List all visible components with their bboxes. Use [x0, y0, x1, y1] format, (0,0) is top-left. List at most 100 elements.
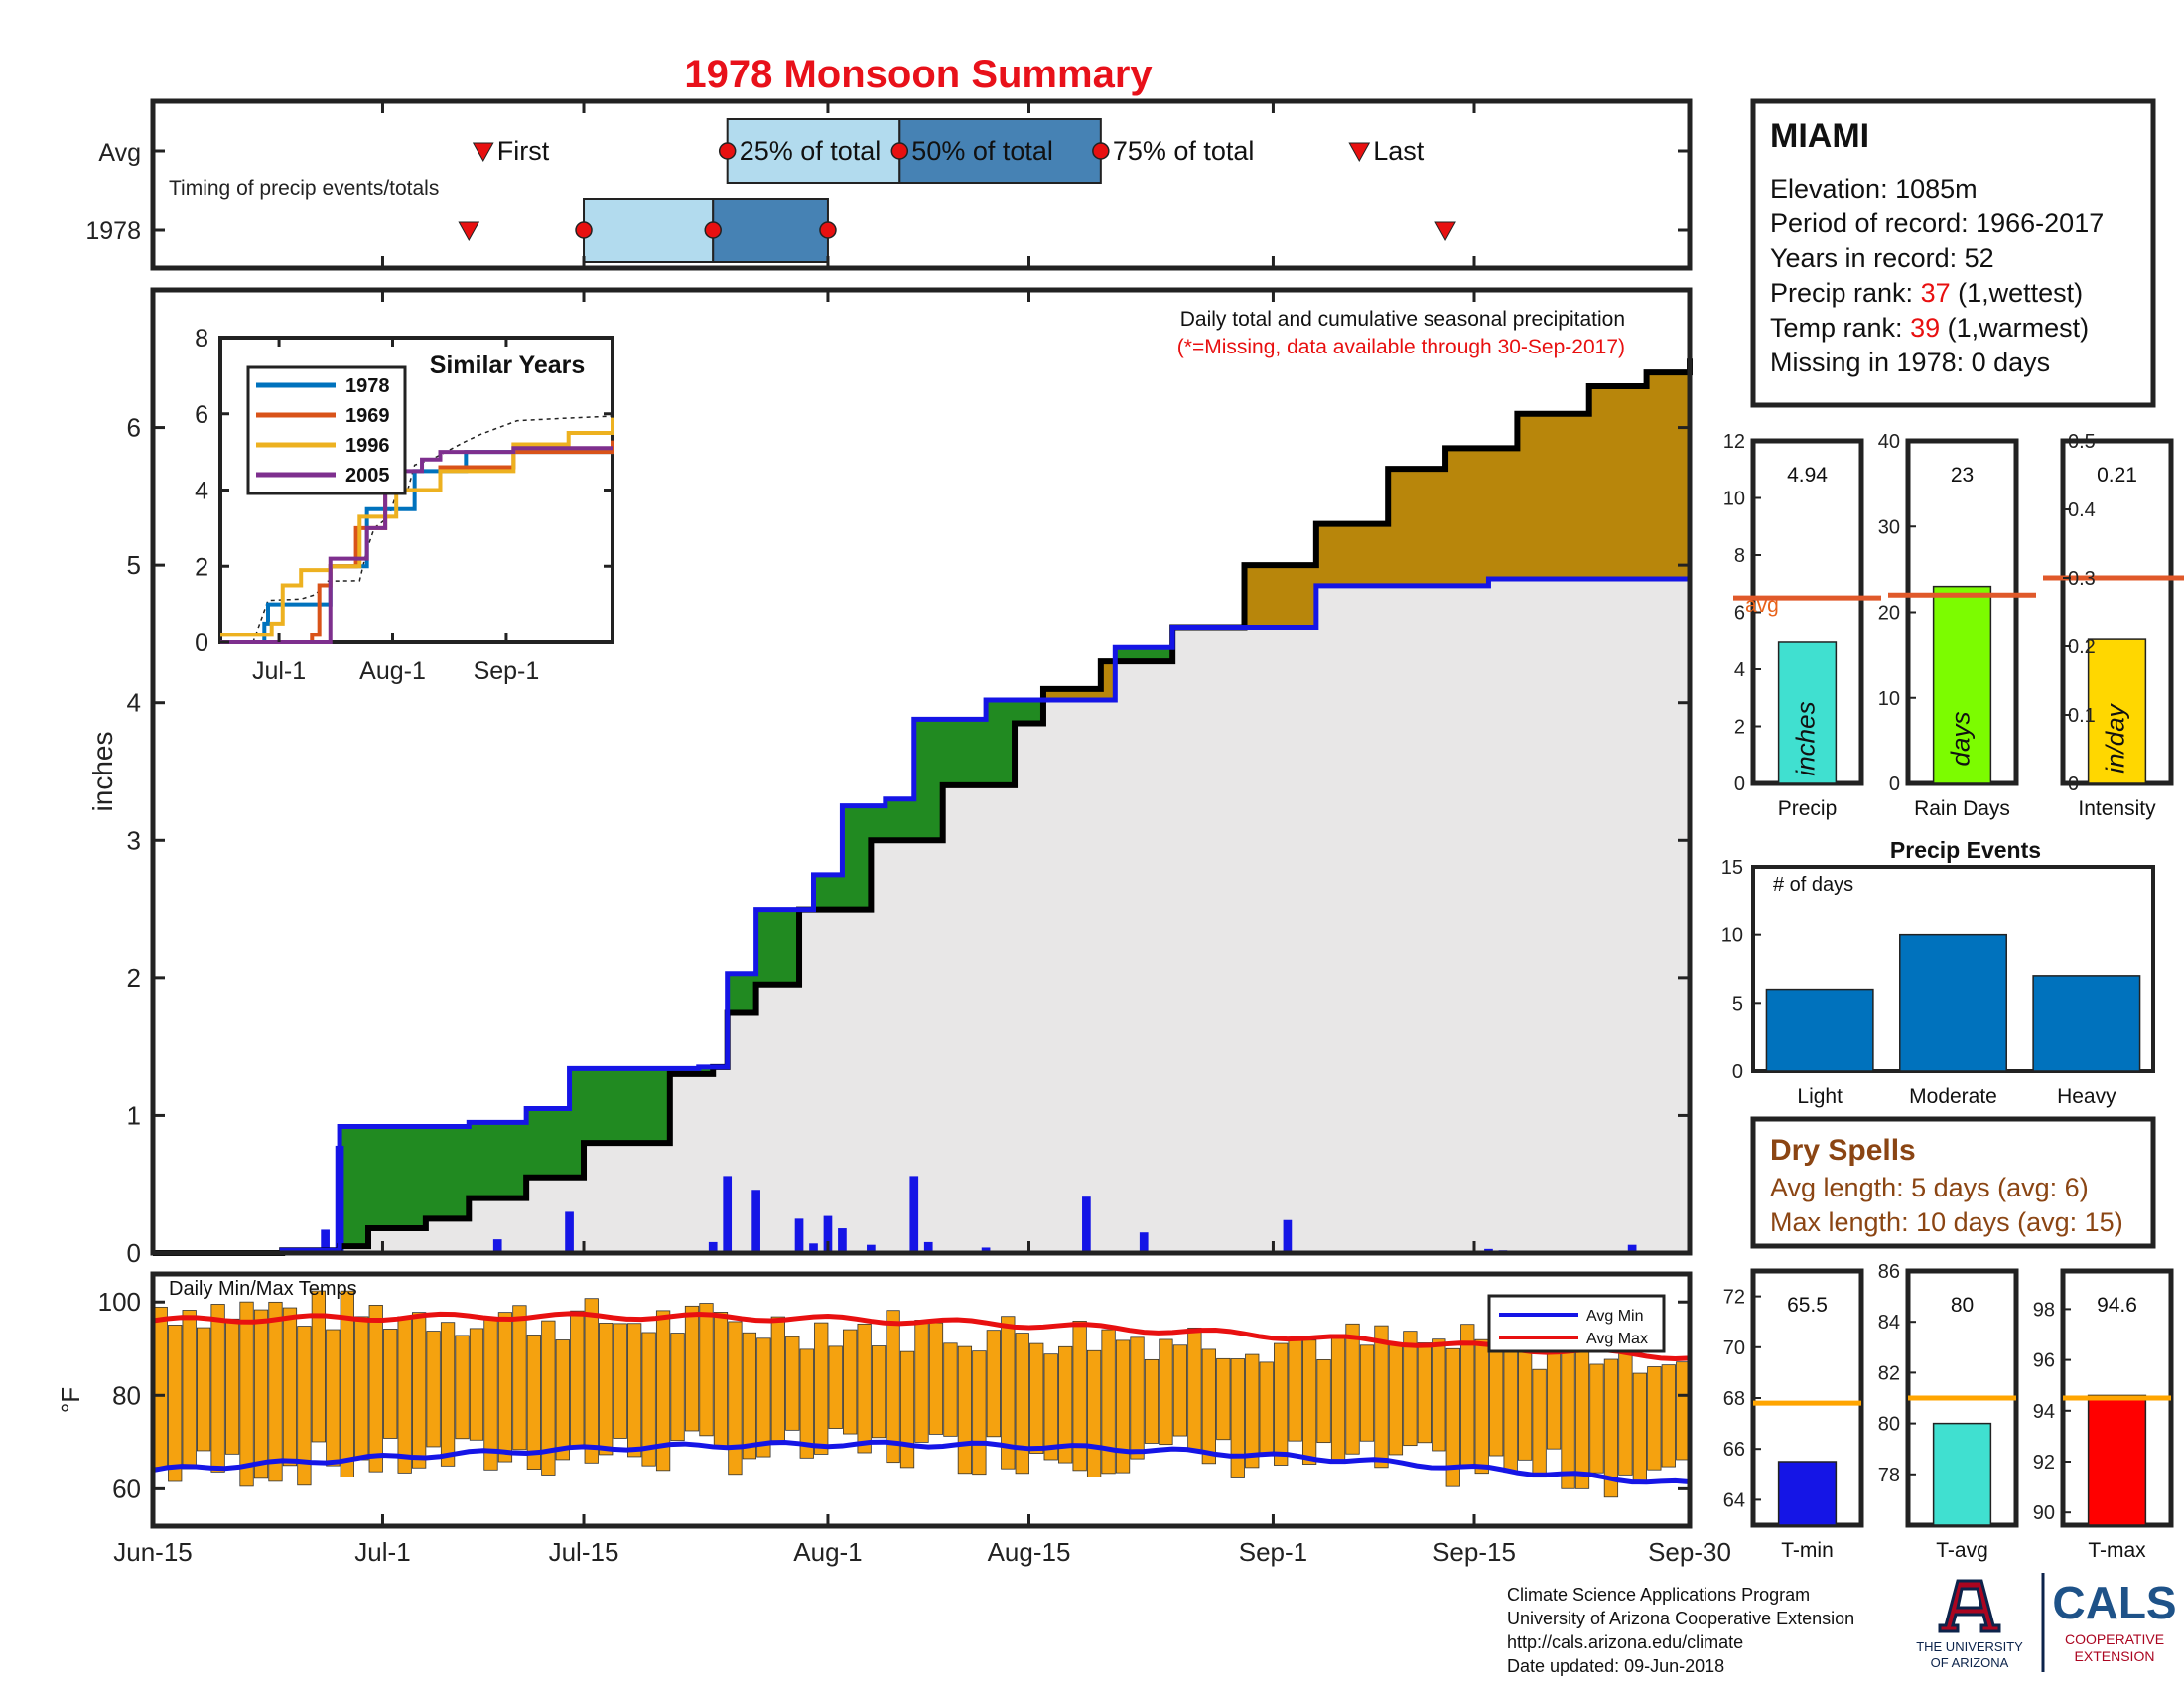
main-ytick-label: 2	[127, 963, 141, 993]
main-ytick-label: 5	[127, 550, 141, 580]
daily-temp-bar	[197, 1327, 211, 1452]
timing-q50-box	[712, 198, 829, 263]
stat-bar-text: inches	[1790, 701, 1820, 775]
daily-temp-bar	[1661, 1364, 1676, 1468]
daily-temp-bar	[799, 1348, 814, 1459]
daily-temp-bar	[253, 1309, 269, 1479]
stat-tick-label: 98	[2033, 1299, 2055, 1321]
timing-q25-box	[726, 118, 901, 184]
timing-label-q50: 50% of total	[911, 136, 1053, 166]
daily-temp-bar	[383, 1329, 398, 1439]
daily-temp-bar	[1086, 1349, 1102, 1477]
timing-marker-q75	[819, 221, 837, 239]
daily-temp-bar	[1574, 1340, 1590, 1489]
daily-temp-bar	[1589, 1363, 1604, 1474]
stat-tick-label: 6	[1734, 603, 1745, 625]
daily-temp-bar	[1245, 1353, 1260, 1469]
daily-temp-bar	[239, 1301, 254, 1487]
inset-legend-label: 1978	[345, 375, 390, 397]
daily-temp-bar	[857, 1323, 872, 1454]
event-bar	[1899, 933, 2007, 1072]
station-period: Period of record: 1966-2017	[1770, 209, 2104, 238]
stat-tick-label: 70	[1723, 1337, 1745, 1359]
daily-temp-bar	[943, 1342, 958, 1437]
footer-url: http://cals.arizona.edu/climate	[1507, 1632, 1743, 1652]
daily-temp-bar	[655, 1310, 671, 1472]
daily-temp-bar	[1029, 1342, 1044, 1454]
dry-spells-title: Dry Spells	[1770, 1134, 1916, 1167]
daily-temp-bar	[512, 1305, 527, 1451]
inset-line-1996	[220, 417, 614, 637]
station-info-box: MIAMI Elevation: 1085m Period of record:…	[1750, 98, 2156, 408]
daily-temp-bar	[1187, 1327, 1202, 1451]
daily-temp-bar	[1274, 1342, 1289, 1466]
timing-triangle-first	[458, 221, 480, 242]
daily-temp-bar	[1632, 1372, 1647, 1482]
stat-tick-label: 0.5	[2068, 431, 2096, 453]
timing-triangle-first	[472, 142, 494, 163]
inset-ytick-label: 4	[195, 478, 208, 505]
daily-temp-bar	[1330, 1334, 1346, 1463]
stat-value: 0.21	[2097, 464, 2137, 487]
daily-temp-bar	[455, 1335, 470, 1440]
daily-temp-bar	[1159, 1338, 1173, 1446]
stat-tick-label: 10	[1723, 489, 1745, 510]
stat-tick-label: 40	[1878, 431, 1900, 453]
stat-avg-text: avg	[1745, 594, 1779, 617]
stat-bar	[1777, 1461, 1838, 1526]
daily-temp-bar	[469, 1328, 484, 1441]
dry-spells-box: Dry Spells Avg length: 5 days (avg: 6) M…	[1750, 1116, 2156, 1249]
stat-tick-label: 2	[1734, 717, 1745, 739]
stat-value: 65.5	[1787, 1294, 1828, 1317]
x-tick-label: Sep-1	[1239, 1537, 1307, 1567]
daily-temp-bar	[1432, 1338, 1446, 1452]
average-line	[153, 572, 1693, 1256]
daily-temp-bar	[153, 1306, 168, 1469]
timing-row-year: 1978	[85, 217, 141, 245]
stat-tick-label: 84	[1878, 1312, 1900, 1334]
stat-tick-label: 0.2	[2068, 636, 2096, 658]
timing-marker-q25	[718, 142, 737, 160]
daily-temp-bar	[1345, 1323, 1360, 1455]
event-tick-label: 5	[1732, 993, 1743, 1015]
daily-precip-bar	[708, 1241, 718, 1253]
daily-temp-bar	[1532, 1368, 1547, 1478]
event-category-label: Moderate	[1909, 1085, 1997, 1108]
daily-temp-bar	[986, 1330, 1001, 1438]
timing-triangle-last	[1348, 142, 1371, 163]
daily-temp-bar	[268, 1301, 283, 1482]
timing-marker-q50	[890, 142, 909, 160]
daily-temp-bar	[224, 1318, 240, 1455]
stat-tick-label: 96	[2033, 1350, 2055, 1372]
avg-max-line	[152, 1311, 1691, 1361]
daily-precip-bar	[1082, 1196, 1091, 1253]
daily-temp-bar	[1072, 1320, 1087, 1472]
cals-coop2: EXTENSION	[2075, 1648, 2155, 1664]
daily-temp-bar	[1474, 1338, 1489, 1475]
legend-avg-min: Avg Min	[1586, 1308, 1644, 1325]
dry-spells-avg: Avg length: 5 days (avg: 6)	[1770, 1173, 2089, 1202]
stat-value: 23	[1951, 464, 1974, 487]
inset-legend-label: 1996	[345, 435, 390, 457]
cals-coop1: COOPERATIVE	[2065, 1631, 2164, 1647]
daily-temp-bar	[440, 1322, 456, 1467]
timing-subtitle: Timing of precip events/totals	[169, 177, 439, 200]
daily-temp-bar	[1101, 1329, 1116, 1475]
daily-temp-bar	[1130, 1336, 1145, 1460]
daily-precip-bar	[909, 1176, 919, 1253]
stat-tick-label: 82	[1878, 1362, 1900, 1384]
daily-temp-bar	[210, 1304, 225, 1473]
events-ylabel: # of days	[1773, 874, 1853, 896]
event-bar	[1765, 988, 1874, 1072]
temp-ytick-label: 60	[112, 1474, 141, 1503]
daily-temp-bar	[972, 1350, 987, 1476]
daily-temp-bar	[957, 1345, 973, 1475]
daily-temp-bar	[1603, 1358, 1619, 1498]
daily-temp-bar	[1403, 1331, 1418, 1447]
stat-tick-label: 78	[1878, 1465, 1900, 1486]
temp-legend-box	[1487, 1294, 1666, 1353]
daily-temp-bar	[713, 1312, 729, 1447]
main-ytick-label: 4	[127, 688, 141, 718]
stat-value: 4.94	[1787, 464, 1828, 487]
event-tick-label: 15	[1721, 857, 1743, 879]
